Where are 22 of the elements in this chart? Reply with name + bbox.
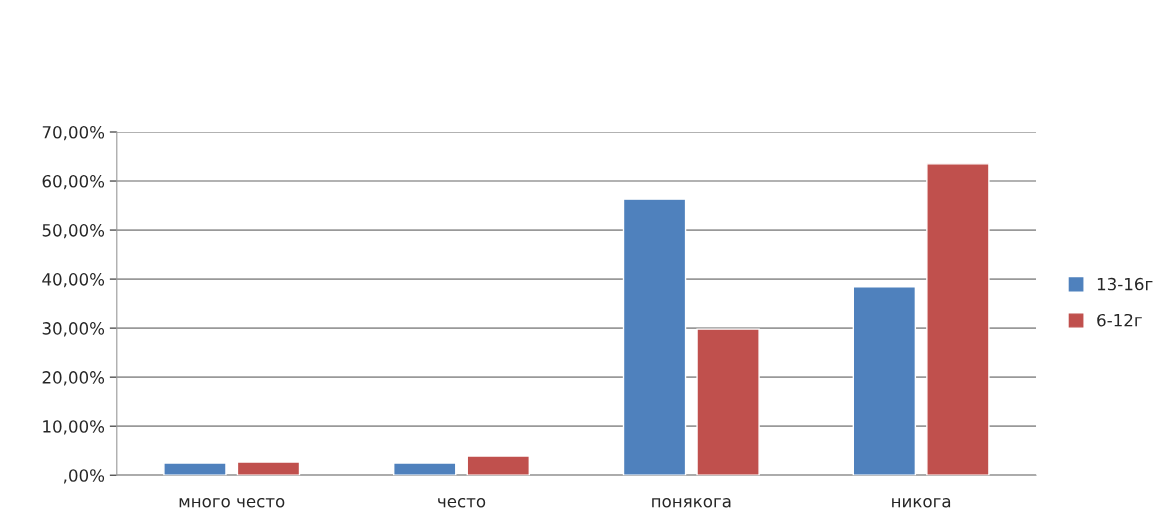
- y-tick-label: 50,00%: [42, 224, 105, 239]
- x-tick-label: често: [438, 497, 486, 508]
- y-tick-label: 70,00%: [42, 125, 105, 141]
- bar: [466, 455, 530, 476]
- bar: [926, 163, 990, 476]
- x-tick-label: никога: [892, 497, 951, 508]
- y-tick-label: 30,00%: [42, 322, 105, 337]
- y-tick-label: 10,00%: [43, 420, 105, 435]
- legend-label: 13-16г: [1097, 277, 1153, 291]
- bar: [852, 286, 917, 476]
- bar: [393, 462, 457, 476]
- bar: [696, 328, 760, 476]
- bar: [236, 461, 301, 476]
- y-tick-label: 20,00%: [42, 371, 105, 386]
- y-tick-label: 60,00%: [42, 174, 105, 190]
- y-tick-label: 40,00%: [42, 273, 105, 288]
- legend-label: 6-12г: [1097, 313, 1142, 327]
- x-tick-label: понякога: [652, 497, 731, 508]
- bar: [622, 198, 687, 476]
- y-tick-label: ,00%: [63, 469, 105, 484]
- bar: [163, 462, 227, 476]
- x-tick-label: много често: [179, 497, 285, 508]
